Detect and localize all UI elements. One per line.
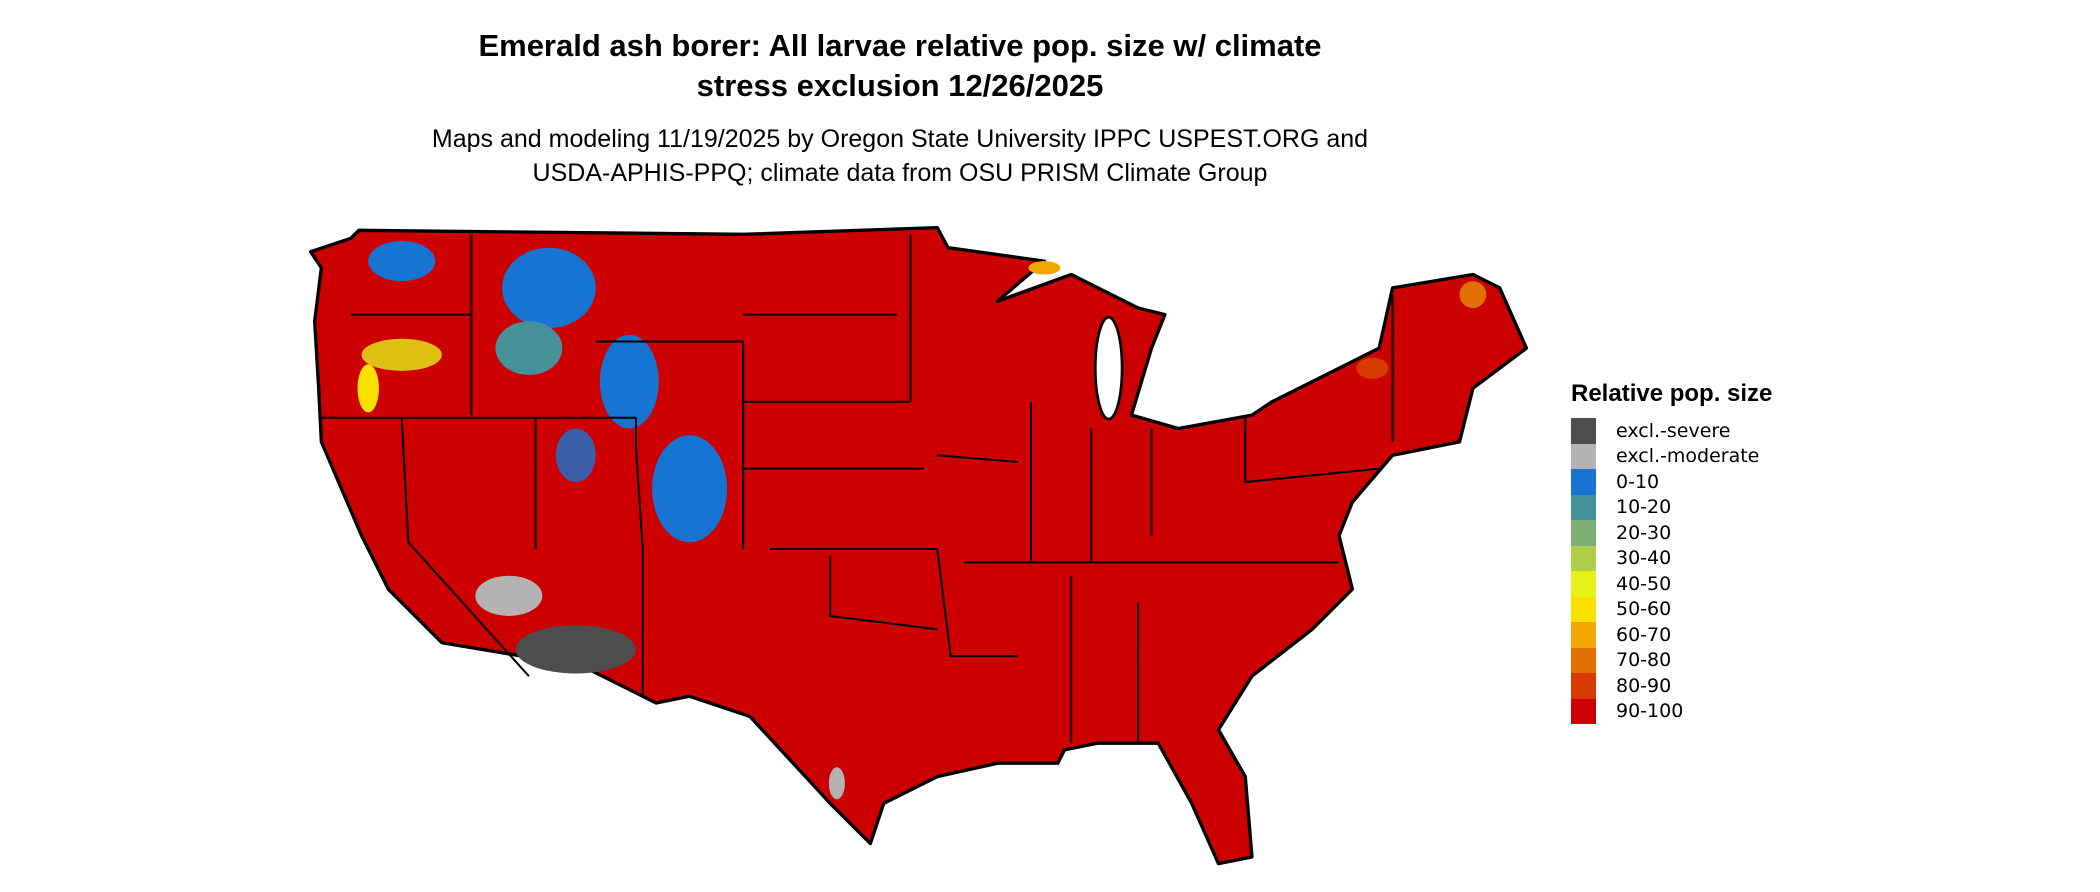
legend-swatch xyxy=(1571,494,1596,520)
legend-item: excl.-moderate xyxy=(1571,443,1772,469)
legend-swatch xyxy=(1571,698,1596,724)
legend-swatch xyxy=(1571,647,1596,673)
map-subtitle: Maps and modeling 11/19/2025 by Oregon S… xyxy=(0,122,1800,190)
subtitle-line-1: Maps and modeling 11/19/2025 by Oregon S… xyxy=(431,125,1369,153)
legend-label: 60-70 xyxy=(1616,623,1672,646)
legend-label: excl.-severe xyxy=(1616,419,1731,442)
legend-label: 0-10 xyxy=(1616,470,1660,493)
legend-label: 40-50 xyxy=(1616,572,1672,595)
legend-item: 60-70 xyxy=(1571,622,1772,648)
legend-swatch xyxy=(1571,571,1596,597)
legend-item: excl.-severe xyxy=(1571,418,1772,444)
legend-item: 90-100 xyxy=(1571,698,1772,724)
low-suitability-areas xyxy=(357,241,1487,543)
legend-label: 90-100 xyxy=(1616,700,1684,723)
conus-outline xyxy=(308,225,1529,866)
legend-item: 80-90 xyxy=(1571,673,1772,699)
legend-label: 20-30 xyxy=(1616,521,1672,544)
legend-swatch xyxy=(1571,443,1596,469)
legend-swatch xyxy=(1571,418,1596,444)
legend-swatch xyxy=(1571,596,1596,622)
legend-title: Relative pop. size xyxy=(1571,380,1773,407)
legend-swatch xyxy=(1571,673,1596,699)
title-line-2: stress exclusion 12/26/2025 xyxy=(696,68,1104,103)
legend-item: 20-30 xyxy=(1571,520,1772,546)
legend-swatch xyxy=(1571,545,1596,571)
exclusion-areas xyxy=(475,575,845,800)
legend-label: 30-40 xyxy=(1616,547,1672,570)
legend-swatch xyxy=(1571,469,1596,495)
legend-item: 30-40 xyxy=(1571,545,1772,571)
legend-label: 10-20 xyxy=(1616,496,1672,519)
legend-item: 10-20 xyxy=(1571,494,1772,520)
legend-label: 70-80 xyxy=(1616,649,1672,672)
legend-item: 40-50 xyxy=(1571,571,1772,597)
lake-michigan xyxy=(1093,316,1124,421)
legend-item: 0-10 xyxy=(1571,469,1772,495)
legend-label: 80-90 xyxy=(1616,674,1672,697)
legend-item: 70-80 xyxy=(1571,647,1772,673)
title-line-1: Emerald ash borer: All larvae relative p… xyxy=(478,28,1322,63)
state-borders xyxy=(321,234,1394,744)
legend-item: 50-60 xyxy=(1571,596,1772,622)
subtitle-line-2: USDA-APHIS-PPQ; climate data from OSU PR… xyxy=(532,159,1268,187)
map-title: Emerald ash borer: All larvae relative p… xyxy=(0,26,1800,106)
legend-label: 50-60 xyxy=(1616,598,1672,621)
legend: Relative pop. size excl.-severe excl.-mod… xyxy=(1571,380,1772,724)
legend-label: excl.-moderate xyxy=(1616,445,1760,468)
legend-swatch xyxy=(1571,622,1596,648)
legend-swatch xyxy=(1571,520,1596,546)
